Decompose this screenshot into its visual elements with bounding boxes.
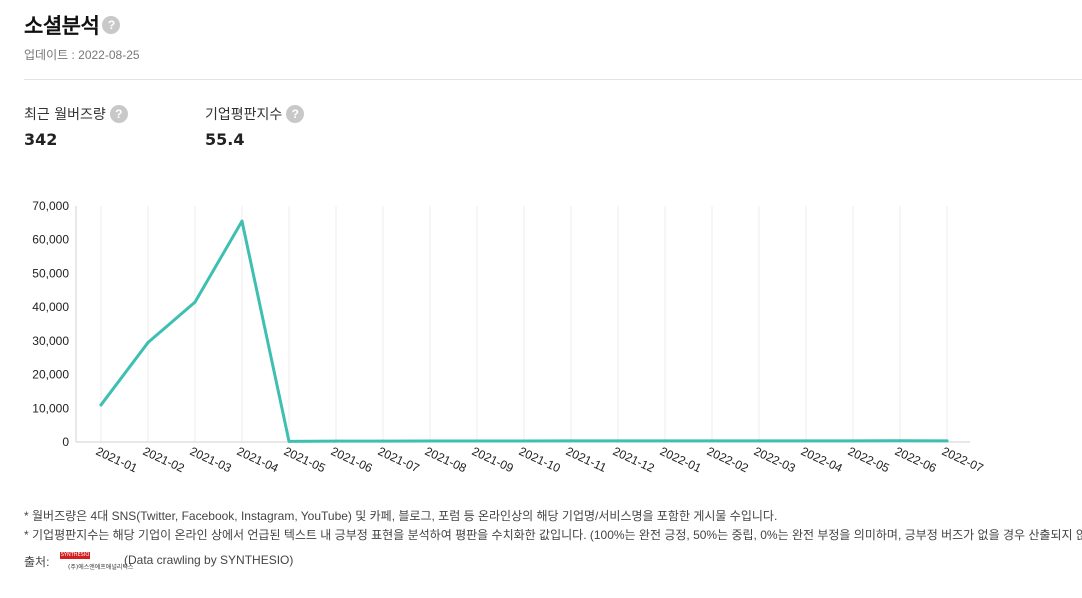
data-point xyxy=(804,439,808,443)
logo-bottom-text: (주)에스앤에프애널리틱스 xyxy=(68,564,134,571)
data-point xyxy=(616,439,620,443)
y-tick-label: 70,000 xyxy=(32,199,69,213)
help-icon[interactable]: ? xyxy=(109,105,128,123)
crawl-credit: (Data crawling by SYNTHESIO) xyxy=(124,553,294,567)
data-point xyxy=(428,439,432,443)
update-date: 업데이트 : 2022-08-25 xyxy=(24,48,140,62)
y-tick-label: 0 xyxy=(62,435,69,449)
data-point xyxy=(193,300,197,304)
data-point xyxy=(475,439,479,443)
x-tick-label: 2021-06 xyxy=(329,444,375,475)
x-tick-label: 2022-03 xyxy=(752,444,798,475)
logo-top-text: SYNTHESIO xyxy=(60,552,90,559)
y-tick-label: 20,000 xyxy=(32,368,69,382)
data-point xyxy=(898,439,902,443)
help-icon[interactable]: ? xyxy=(286,105,305,123)
y-tick-label: 10,000 xyxy=(32,401,69,415)
x-tick-label: 2021-01 xyxy=(94,444,140,475)
data-point xyxy=(381,439,385,443)
y-tick-label: 40,000 xyxy=(32,300,69,314)
page-title-text: 소셜분석 xyxy=(24,14,100,38)
y-tick-label: 30,000 xyxy=(32,334,69,348)
note-buzz-definition: * 월버즈량은 4대 SNS(Twitter, Facebook, Instag… xyxy=(24,509,778,523)
x-tick-label: 2022-07 xyxy=(940,444,986,475)
x-tick-label: 2022-01 xyxy=(658,444,704,475)
note-reputation-definition: * 기업평판지수는 해당 기업이 온라인 상에서 언급된 텍스트 내 긍부정 표… xyxy=(24,528,1082,542)
page-title: 소셜분석? xyxy=(24,10,121,40)
data-point xyxy=(710,439,714,443)
x-tick-label: 2022-02 xyxy=(705,444,751,475)
data-point xyxy=(663,439,667,443)
x-tick-label: 2022-06 xyxy=(893,444,939,475)
data-point xyxy=(334,439,338,443)
x-tick-label: 2021-08 xyxy=(423,444,469,475)
data-point xyxy=(240,219,244,223)
x-tick-label: 2021-03 xyxy=(188,444,234,475)
data-point xyxy=(522,439,526,443)
stat-label-wrapper: 기업평판지수? xyxy=(205,104,305,124)
x-tick-label: 2021-09 xyxy=(470,444,516,475)
x-tick-label: 2022-05 xyxy=(846,444,892,475)
y-tick-label: 60,000 xyxy=(32,233,69,247)
stat-value: 55.4 xyxy=(205,130,245,149)
x-tick-label: 2021-07 xyxy=(376,444,422,475)
stat-label-wrapper: 최근 월버즈량? xyxy=(24,104,128,124)
stat-label: 기업평판지수 xyxy=(205,107,283,123)
data-point xyxy=(569,439,573,443)
buzz-line-chart: 0 10,000 20,000 30,000 40,000 50,000 60,000 70,… xyxy=(32,199,986,475)
x-tick-label: 2021-04 xyxy=(235,444,281,475)
help-icon[interactable]: ? xyxy=(102,16,121,34)
data-point xyxy=(146,341,150,345)
data-point xyxy=(287,439,291,443)
synthesio-logo: SYNTHESIO (주)에스앤에프애널리틱스 xyxy=(58,551,133,571)
x-tick-label: 2021-05 xyxy=(282,444,328,475)
stat-reputation-index: 기업평판지수? 55.4 xyxy=(205,104,305,149)
header-divider xyxy=(24,79,1082,80)
source-label: 출처: xyxy=(24,555,50,569)
stat-monthly-buzz: 최근 월버즈량? 342 xyxy=(24,104,128,149)
data-point xyxy=(757,439,761,443)
x-tick-label: 2022-04 xyxy=(799,444,845,475)
x-tick-label: 2021-12 xyxy=(611,444,657,475)
data-point xyxy=(99,403,103,407)
x-tick-label: 2021-10 xyxy=(517,444,563,475)
data-point xyxy=(945,439,949,443)
stat-label: 최근 월버즈량 xyxy=(24,107,106,123)
x-tick-label: 2021-02 xyxy=(141,444,187,475)
stat-value: 342 xyxy=(24,130,58,149)
data-point xyxy=(851,439,855,443)
x-tick-label: 2021-11 xyxy=(564,444,609,475)
y-tick-label: 50,000 xyxy=(32,266,69,280)
